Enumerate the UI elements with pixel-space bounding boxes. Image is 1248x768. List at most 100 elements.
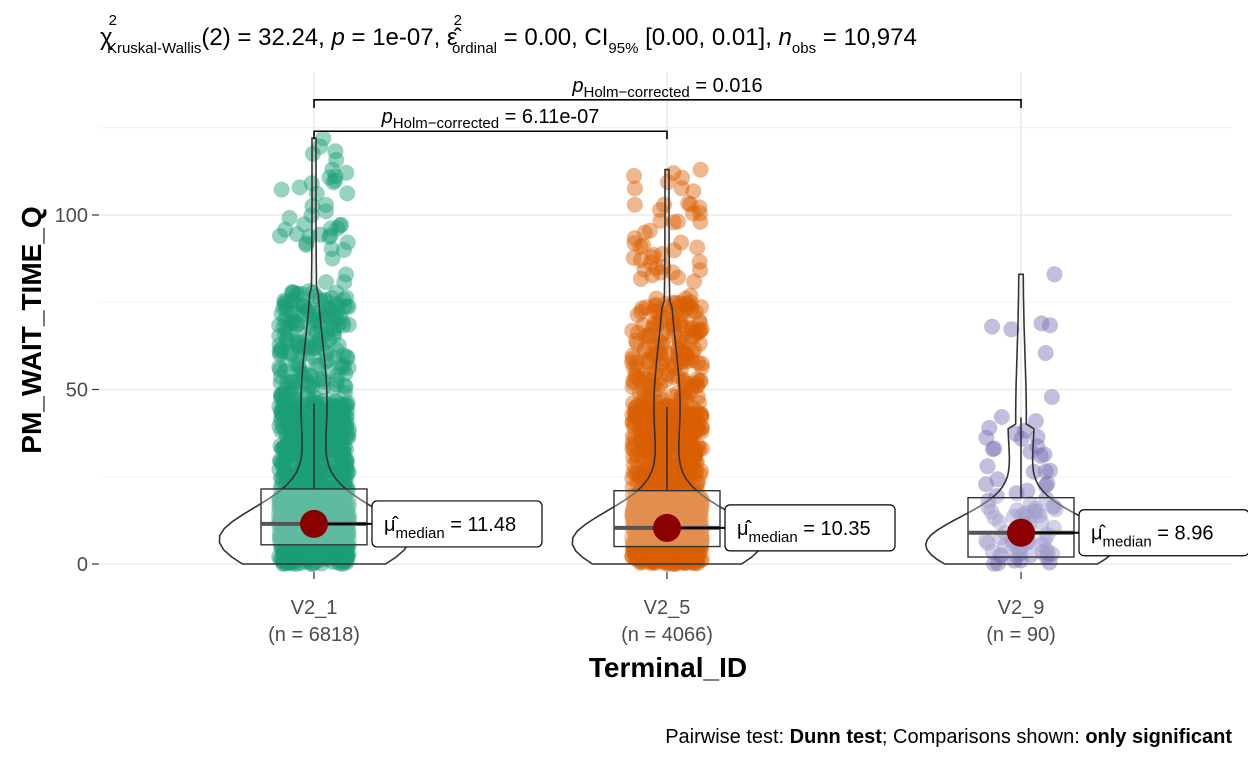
data-point [308,541,325,558]
data-point [686,510,703,526]
data-point [284,501,301,518]
data-point [677,459,694,476]
data-point [296,471,313,488]
data-point [641,544,658,561]
data-point [278,543,295,560]
data-point [685,513,701,530]
data-point [278,486,295,502]
data-point [285,401,302,418]
data-point [639,326,656,343]
data-point [331,422,348,439]
data-point [675,330,691,347]
data-point [307,288,324,305]
data-point [277,535,294,552]
data-point [624,435,641,452]
data-point [667,540,684,557]
data-point [281,553,298,570]
data-point [313,534,330,551]
data-point [339,548,356,565]
data-point [285,529,302,546]
data-point [639,498,656,514]
median-label-box [724,504,896,552]
data-point [308,457,325,474]
data-point [286,314,303,330]
data-point [330,443,347,460]
x-tick-label: V2_1 [291,597,338,619]
data-point [628,546,645,563]
data-point [326,303,343,320]
data-point [631,468,648,485]
data-point [284,374,301,391]
data-point [284,417,301,434]
data-point [313,417,329,434]
data-point [632,533,649,550]
data-point [339,298,355,315]
data-point [288,470,305,487]
data-point [632,529,649,546]
data-point [629,535,646,552]
data-point [638,535,655,552]
data-point [336,473,353,490]
data-point [271,548,288,565]
data-point [629,335,646,352]
data-point [277,529,294,546]
data-point [661,539,678,556]
data-point [666,242,683,259]
x-axis: V2_1(n = 6818)V2_5(n = 4066)V2_9(n = 90) [268,572,1056,646]
data-point [988,488,1005,504]
data-point [278,490,295,507]
data-point [1012,545,1029,562]
data-point [275,318,292,335]
data-point [280,498,297,515]
data-point [278,331,295,348]
data-point [271,501,288,518]
data-point [305,372,322,389]
data-point [679,513,696,530]
data-point [662,490,678,507]
data-point [288,396,305,413]
data-point [337,545,354,562]
comparison-V2_1-V2_5: pHolm−corrected = 6.11e-07 [313,106,668,140]
data-point [638,529,655,546]
data-point [981,419,998,436]
data-point [280,490,296,507]
data-point [338,415,355,431]
data-point [305,312,322,329]
data-point [638,532,655,549]
data-point [329,434,346,451]
data-point [686,341,703,358]
data-point [669,341,686,358]
data-point [287,493,304,510]
data-point [629,527,646,544]
data-point [315,490,332,507]
data-point [633,506,649,523]
data-point [304,544,321,561]
data-point [639,476,656,493]
data-point [307,411,324,428]
data-point [284,499,301,516]
data-point [677,497,694,514]
data-point [668,492,685,509]
data-point [288,317,305,334]
data-point [636,546,653,563]
data-point [281,418,298,435]
data-point [625,536,642,553]
data-point [651,492,668,509]
data-point [293,286,310,302]
data-point [338,402,355,419]
data-point [319,491,336,508]
data-point [277,381,294,397]
data-point [641,528,658,545]
data-point [309,487,326,504]
data-point [638,425,655,442]
data-point [635,511,652,528]
data-point [673,533,690,550]
data-point [655,540,672,557]
data-point [983,503,1000,520]
data-point [637,545,654,562]
data-point [680,195,697,212]
data-point [275,467,292,484]
data-point [681,536,698,553]
data-point [661,303,678,320]
data-point [678,346,694,363]
